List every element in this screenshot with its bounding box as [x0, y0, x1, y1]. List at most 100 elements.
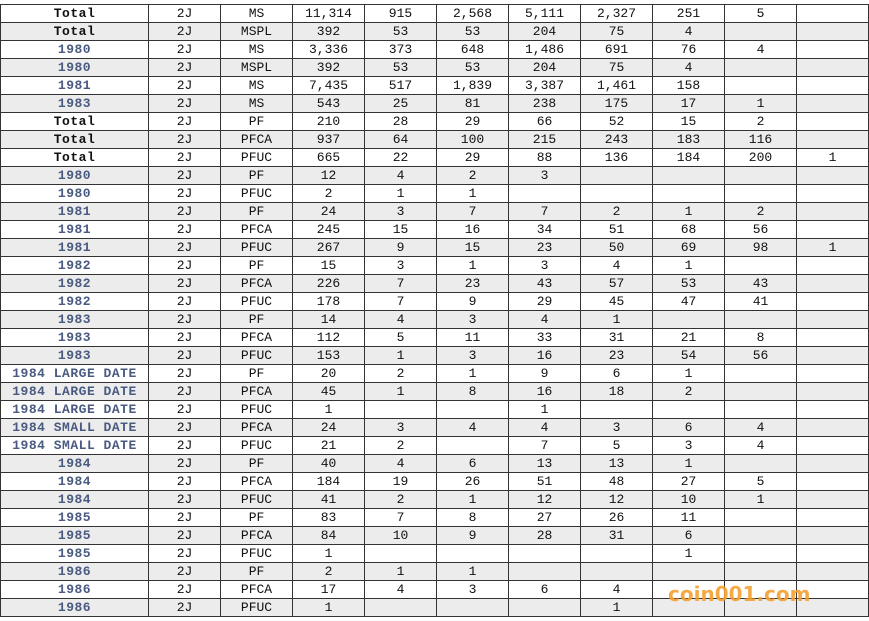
table-cell: 25 [364, 94, 437, 113]
table-cell: 15 [292, 256, 365, 275]
table-cell: 4 [580, 580, 653, 599]
table-cell: 28 [508, 526, 581, 545]
table-cell [796, 598, 869, 617]
table-cell [436, 598, 509, 617]
table-cell: PFCA [220, 472, 293, 491]
table-cell [580, 400, 653, 419]
table-cell: PFUC [220, 238, 293, 257]
table-cell: 3 [436, 346, 509, 365]
table-cell: PF [220, 112, 293, 131]
table-cell: 7 [364, 292, 437, 311]
table-cell: 53 [436, 58, 509, 77]
table-cell: 5,111 [508, 4, 581, 23]
table-cell: 2J [148, 256, 221, 275]
table-row: 1985 2J PF 83 7 8 27 26 11 [0, 508, 869, 527]
table-cell: 1 [436, 256, 509, 275]
table-row: 1984 LARGE DATE 2J PF 20 2 1 9 6 1 [0, 364, 869, 383]
table-cell: 4 [436, 418, 509, 437]
table-cell: 243 [580, 130, 653, 149]
table-row: Total 2J MS 11,314 915 2,568 5,111 2,327 251 5 [0, 4, 869, 23]
table-cell: 215 [508, 130, 581, 149]
table-cell: PFCA [220, 526, 293, 545]
table-cell [724, 382, 797, 401]
table-cell [364, 598, 437, 617]
table-cell: 1 [364, 184, 437, 203]
table-cell [796, 544, 869, 563]
table-cell: 1 [652, 454, 725, 473]
table-cell: 2J [148, 544, 221, 563]
table-cell: 204 [508, 58, 581, 77]
table-cell: 5 [724, 4, 797, 23]
table-cell: 1 [436, 364, 509, 383]
table-cell [796, 436, 869, 455]
table-cell [796, 454, 869, 473]
table-cell: PFUC [220, 490, 293, 509]
table-cell: 9 [364, 238, 437, 257]
table-cell: PFCA [220, 382, 293, 401]
table-cell: 915 [364, 4, 437, 23]
table-cell [652, 166, 725, 185]
table-cell: 1980 [0, 166, 149, 185]
table-cell [796, 94, 869, 113]
table-cell: 41 [292, 490, 365, 509]
table-cell: 53 [364, 58, 437, 77]
table-cell: 24 [292, 418, 365, 437]
table-cell [796, 202, 869, 221]
table-row: 1986 2J PF 2 1 1 [0, 562, 869, 581]
table-cell: 26 [436, 472, 509, 491]
table-cell: Total [0, 148, 149, 167]
table-cell: 1982 [0, 292, 149, 311]
table-cell [364, 544, 437, 563]
table-cell: 392 [292, 58, 365, 77]
table-cell: 29 [436, 112, 509, 131]
table-row: Total 2J PFCA 937 64 100 215 243 183 116 [0, 130, 869, 149]
table-cell: 53 [364, 22, 437, 41]
table-cell: 2J [148, 364, 221, 383]
table-cell: 7,435 [292, 76, 365, 95]
table-cell: MSPL [220, 58, 293, 77]
table-cell [796, 112, 869, 131]
table-cell: 3,387 [508, 76, 581, 95]
table-cell: 2J [148, 4, 221, 23]
table-cell: 1980 [0, 184, 149, 203]
table-cell [652, 598, 725, 617]
table-cell: 2,327 [580, 4, 653, 23]
table-cell: 2J [148, 94, 221, 113]
table-cell: 1984 [0, 472, 149, 491]
table-cell: 2J [148, 526, 221, 545]
table-cell [724, 310, 797, 329]
table-cell: 6 [580, 364, 653, 383]
table-cell [796, 166, 869, 185]
table-cell: 210 [292, 112, 365, 131]
table-cell: MS [220, 40, 293, 59]
table-cell: 1 [364, 562, 437, 581]
table-cell: 9 [508, 364, 581, 383]
table-cell: 23 [580, 346, 653, 365]
table-cell [796, 508, 869, 527]
table-cell: 2J [148, 112, 221, 131]
table-cell: 543 [292, 94, 365, 113]
table-cell: 1980 [0, 40, 149, 59]
table-cell: 2J [148, 490, 221, 509]
table-cell: PFCA [220, 220, 293, 239]
table-cell: 2J [148, 400, 221, 419]
table-cell: 1984 SMALL DATE [0, 418, 149, 437]
table-cell [724, 454, 797, 473]
table-cell: 50 [580, 238, 653, 257]
data-table: Total 2J MS 11,314 915 2,568 5,111 2,327 251 5 Tot… [0, 4, 869, 617]
table-cell: 9 [436, 292, 509, 311]
table-cell: PFUC [220, 292, 293, 311]
table-cell [508, 598, 581, 617]
table-cell: 21 [652, 328, 725, 347]
table-cell: 48 [580, 472, 653, 491]
table-cell [508, 184, 581, 203]
table-cell [580, 544, 653, 563]
table-cell: 1984 [0, 454, 149, 473]
table-cell: 31 [580, 526, 653, 545]
table-row: 1980 2J MS 3,336 373 648 1,486 691 76 4 [0, 40, 869, 59]
table-cell: 11 [652, 508, 725, 527]
table-cell: 1983 [0, 94, 149, 113]
table-cell: 7 [508, 436, 581, 455]
table-cell: PFUC [220, 400, 293, 419]
table-cell: 20 [292, 364, 365, 383]
